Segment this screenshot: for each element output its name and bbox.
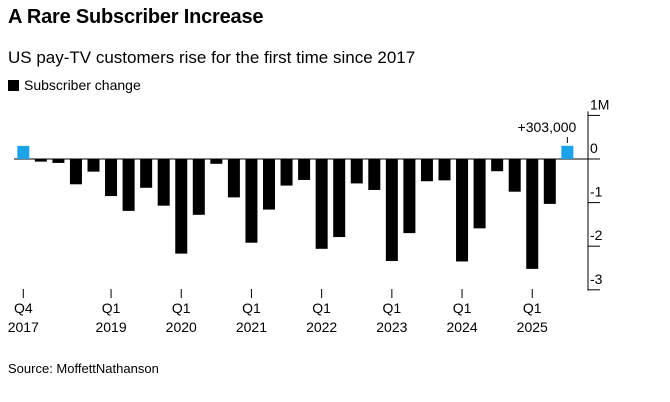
bar xyxy=(456,159,469,262)
legend-label: Subscriber change xyxy=(24,77,141,93)
x-tick-label-quarter: Q1 xyxy=(523,300,542,316)
x-tick-label-quarter: Q4 xyxy=(14,300,33,316)
bar xyxy=(52,159,65,163)
x-tick-label-year: 2021 xyxy=(236,319,267,335)
bar xyxy=(508,159,521,192)
bar xyxy=(245,159,258,243)
x-tick-label-year: 2025 xyxy=(517,319,548,335)
x-tick-label-quarter: Q1 xyxy=(453,300,472,316)
bar xyxy=(298,159,311,180)
x-tick-label-year: 2020 xyxy=(166,319,197,335)
highlighted-bar xyxy=(561,145,574,159)
bar xyxy=(192,159,205,215)
x-tick-label-year: 2023 xyxy=(376,319,407,335)
bar xyxy=(420,159,433,182)
bar xyxy=(227,159,240,198)
bar xyxy=(122,159,135,211)
x-tick-label-quarter: Q1 xyxy=(242,300,261,316)
bar xyxy=(315,159,328,249)
chart-subtitle: US pay-TV customers rise for the first t… xyxy=(8,48,416,67)
x-tick-label-year: 2019 xyxy=(95,319,126,335)
x-tick-label-year: 2017 xyxy=(8,319,39,335)
bar xyxy=(87,159,100,172)
y-tick-label: -2 xyxy=(590,227,603,243)
source-note: Source: MoffettNathanson xyxy=(8,361,159,376)
bar xyxy=(157,159,170,206)
bar xyxy=(280,159,293,186)
bar xyxy=(385,159,398,262)
y-tick-label: -3 xyxy=(590,271,603,287)
bar xyxy=(473,159,486,229)
x-tick-label-year: 2022 xyxy=(306,319,337,335)
bar xyxy=(438,159,451,181)
bar xyxy=(140,159,153,188)
x-tick-label-quarter: Q1 xyxy=(172,300,191,316)
bar xyxy=(210,159,223,164)
chart-title: A Rare Subscriber Increase xyxy=(8,6,264,28)
y-tick-label: -1 xyxy=(590,184,603,200)
legend-swatch xyxy=(8,79,19,91)
x-tick-label-quarter: Q1 xyxy=(102,300,121,316)
bar xyxy=(105,159,118,197)
x-tick-label-year: 2024 xyxy=(446,319,477,335)
bar xyxy=(69,159,82,185)
y-tick-label: 1M xyxy=(590,96,609,112)
bar xyxy=(526,159,539,269)
bar xyxy=(175,159,188,254)
bar xyxy=(333,159,346,238)
bar xyxy=(368,159,381,190)
bar xyxy=(491,159,504,172)
highlighted-bar xyxy=(17,145,30,159)
legend: Subscriber change xyxy=(8,77,141,93)
bar xyxy=(403,159,416,234)
bar xyxy=(263,159,275,210)
bar xyxy=(350,159,363,184)
y-tick-label: 0 xyxy=(590,140,598,156)
annotation-label: +303,000 xyxy=(518,119,577,135)
x-tick-label-quarter: Q1 xyxy=(312,300,331,316)
x-tick-label-quarter: Q1 xyxy=(383,300,402,316)
bar xyxy=(34,159,47,162)
bar xyxy=(543,159,556,204)
